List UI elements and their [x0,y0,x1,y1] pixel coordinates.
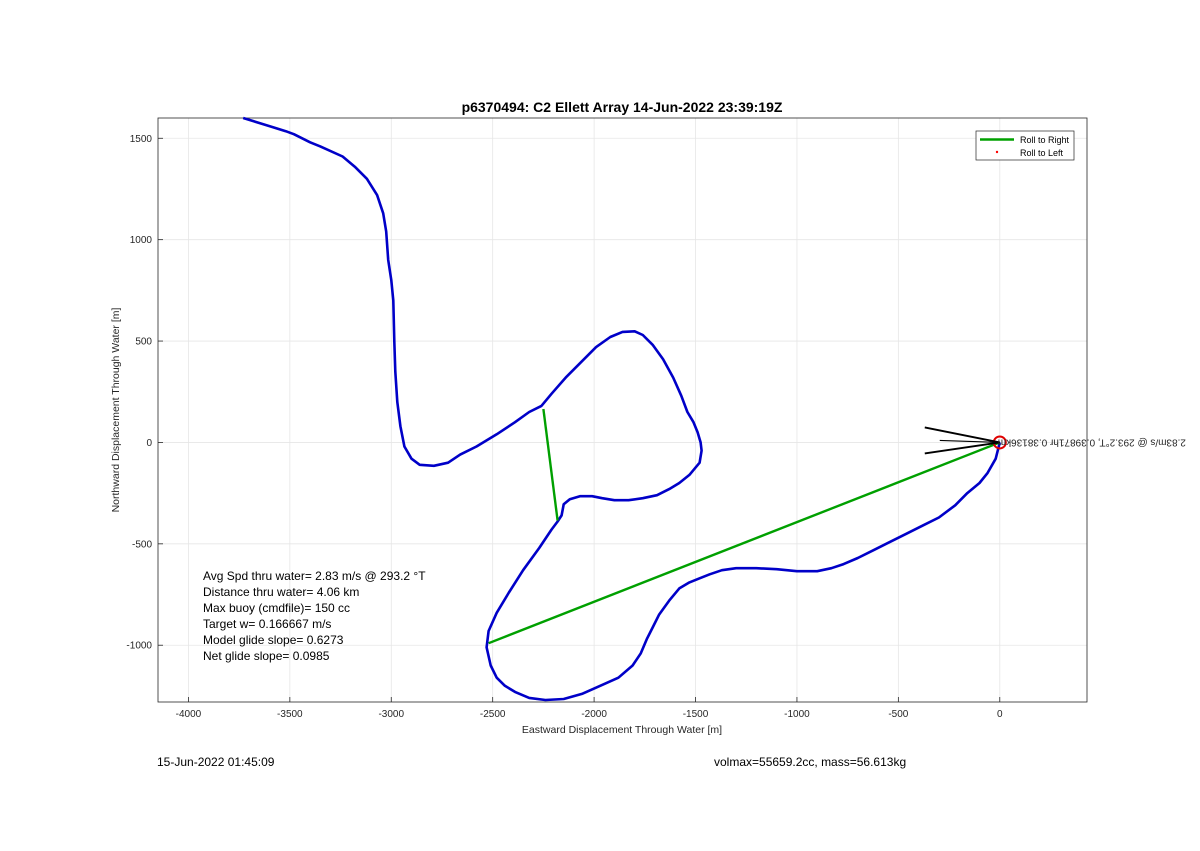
legend-label-roll-left: Roll to Left [1020,148,1064,158]
y-tick-label: 1000 [130,235,153,246]
stat-distance: Distance thru water= 4.06 km [203,585,360,599]
footer-volmax: volmax=55659.2cc, mass=56.613kg [714,755,907,769]
roll-right-segment [488,441,1001,645]
x-tick-label: -1500 [683,709,709,720]
stat-max-buoy: Max buoy (cmdfile)= 150 cc [203,601,351,615]
x-tick-label: -500 [888,709,908,720]
x-tick-label: -1000 [784,709,810,720]
legend-box [975,130,1075,161]
stat-avg-speed: Avg Spd thru water= 2.83 m/s @ 293.2 °T [203,569,426,583]
axis-ticks: -4000 -3500 -3000 -2500 -2000 -1500 -1000 -500 0… [126,134,1003,720]
y-tick-label: 0 [146,438,152,449]
heading-arrow-shaft [939,439,1000,444]
y-tick-label: 1500 [130,134,153,145]
x-tick-label: 0 [997,709,1003,720]
y-tick-label: 500 [135,337,152,348]
stat-model-glide: Model glide slope= 0.6273 [203,633,344,647]
trajectory-line [242,116,1002,702]
y-axis-label: Northward Displacement Through Water [m] [110,308,122,513]
heading-arrow-barb-upper [924,426,1000,444]
stat-target-w: Target w= 0.166667 m/s [203,617,332,631]
heading-annotation: 2.83m/s @ 293.2°T, 0.39871hr 0.38136km [924,426,1186,455]
y-tick-label: -1000 [126,641,152,652]
chart-title: p6370494: C2 Ellett Array 14-Jun-2022 23… [462,99,783,115]
trajectory-series [242,116,1007,702]
stats-panel: Avg Spd thru water= 2.83 m/s @ 293.2 °T … [203,568,426,664]
x-tick-label: -4000 [176,709,202,720]
plot-area [158,118,1087,702]
footer-date: 15-Jun-2022 01:45:09 [157,755,275,769]
x-tick-label: -2500 [480,709,506,720]
x-tick-label: -3000 [378,709,404,720]
grid-lines [158,118,1087,702]
stat-net-glide: Net glide slope= 0.0985 [203,649,330,663]
plot-frame [157,117,1088,703]
heading-annotation-text: 2.83m/s @ 293.2°T, 0.39871hr 0.38136km [998,436,1186,447]
y-tick-label: -500 [132,539,152,550]
x-axis-label: Eastward Displacement Through Water [m] [522,724,722,736]
x-tick-label: -3500 [277,709,303,720]
x-tick-label: -2000 [581,709,607,720]
roll-right-segment [542,408,559,521]
legend-label-roll-right: Roll to Right [1020,135,1070,145]
legend-swatch-roll-left [995,150,999,154]
legend: Roll to Right Roll to Left [975,130,1075,161]
heading-arrow-barb-lower [924,441,1000,455]
